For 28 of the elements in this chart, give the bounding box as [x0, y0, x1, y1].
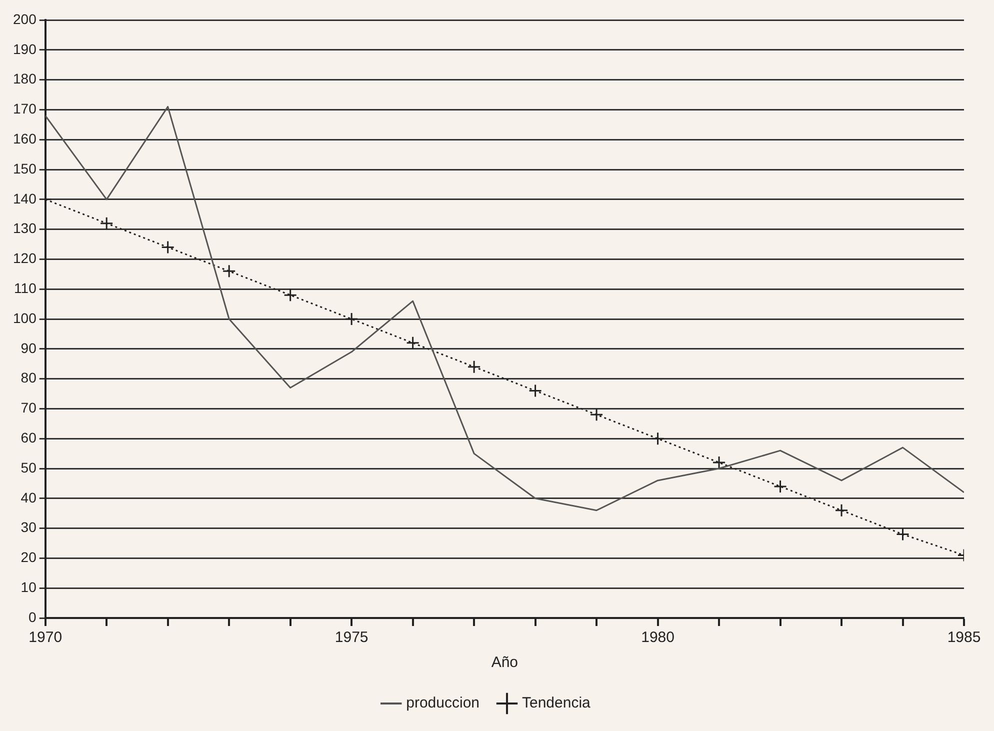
x-tick-label: 1970 — [28, 629, 62, 646]
y-tick-label: 190 — [13, 40, 37, 57]
x-tick-label: 1975 — [334, 629, 368, 646]
legend-label: Tendencia — [522, 694, 592, 712]
y-tick-label: 0 — [28, 608, 37, 625]
y-tick-label: 200 — [13, 10, 37, 27]
y-tick-label: 140 — [13, 190, 37, 206]
y-tick-label: 60 — [20, 429, 37, 446]
y-tick-label: 30 — [20, 519, 37, 536]
x-tick-label: 1980 — [641, 629, 674, 646]
y-tick-label: 170 — [13, 100, 37, 117]
y-tick-label: 110 — [14, 280, 37, 296]
y-tick-label: 130 — [13, 220, 37, 236]
y-tick-label: 90 — [20, 340, 37, 356]
y-tick-label: 10 — [20, 578, 37, 595]
y-tick-label: 80 — [20, 370, 37, 386]
y-tick-label: 160 — [13, 130, 37, 146]
y-tick-label: 50 — [20, 459, 37, 476]
y-tick-label: 100 — [13, 310, 37, 326]
y-tick-label: 70 — [20, 400, 37, 416]
x-axis-title: Año — [491, 654, 518, 672]
legend-label: produccion — [406, 694, 480, 712]
y-tick-label: 150 — [13, 160, 37, 176]
y-tick-label: 40 — [20, 489, 37, 506]
y-tick-label: 180 — [13, 70, 37, 87]
y-tick-label: 120 — [13, 250, 37, 266]
x-tick-label: 1985 — [947, 629, 981, 646]
y-tick-label: 20 — [20, 549, 37, 566]
